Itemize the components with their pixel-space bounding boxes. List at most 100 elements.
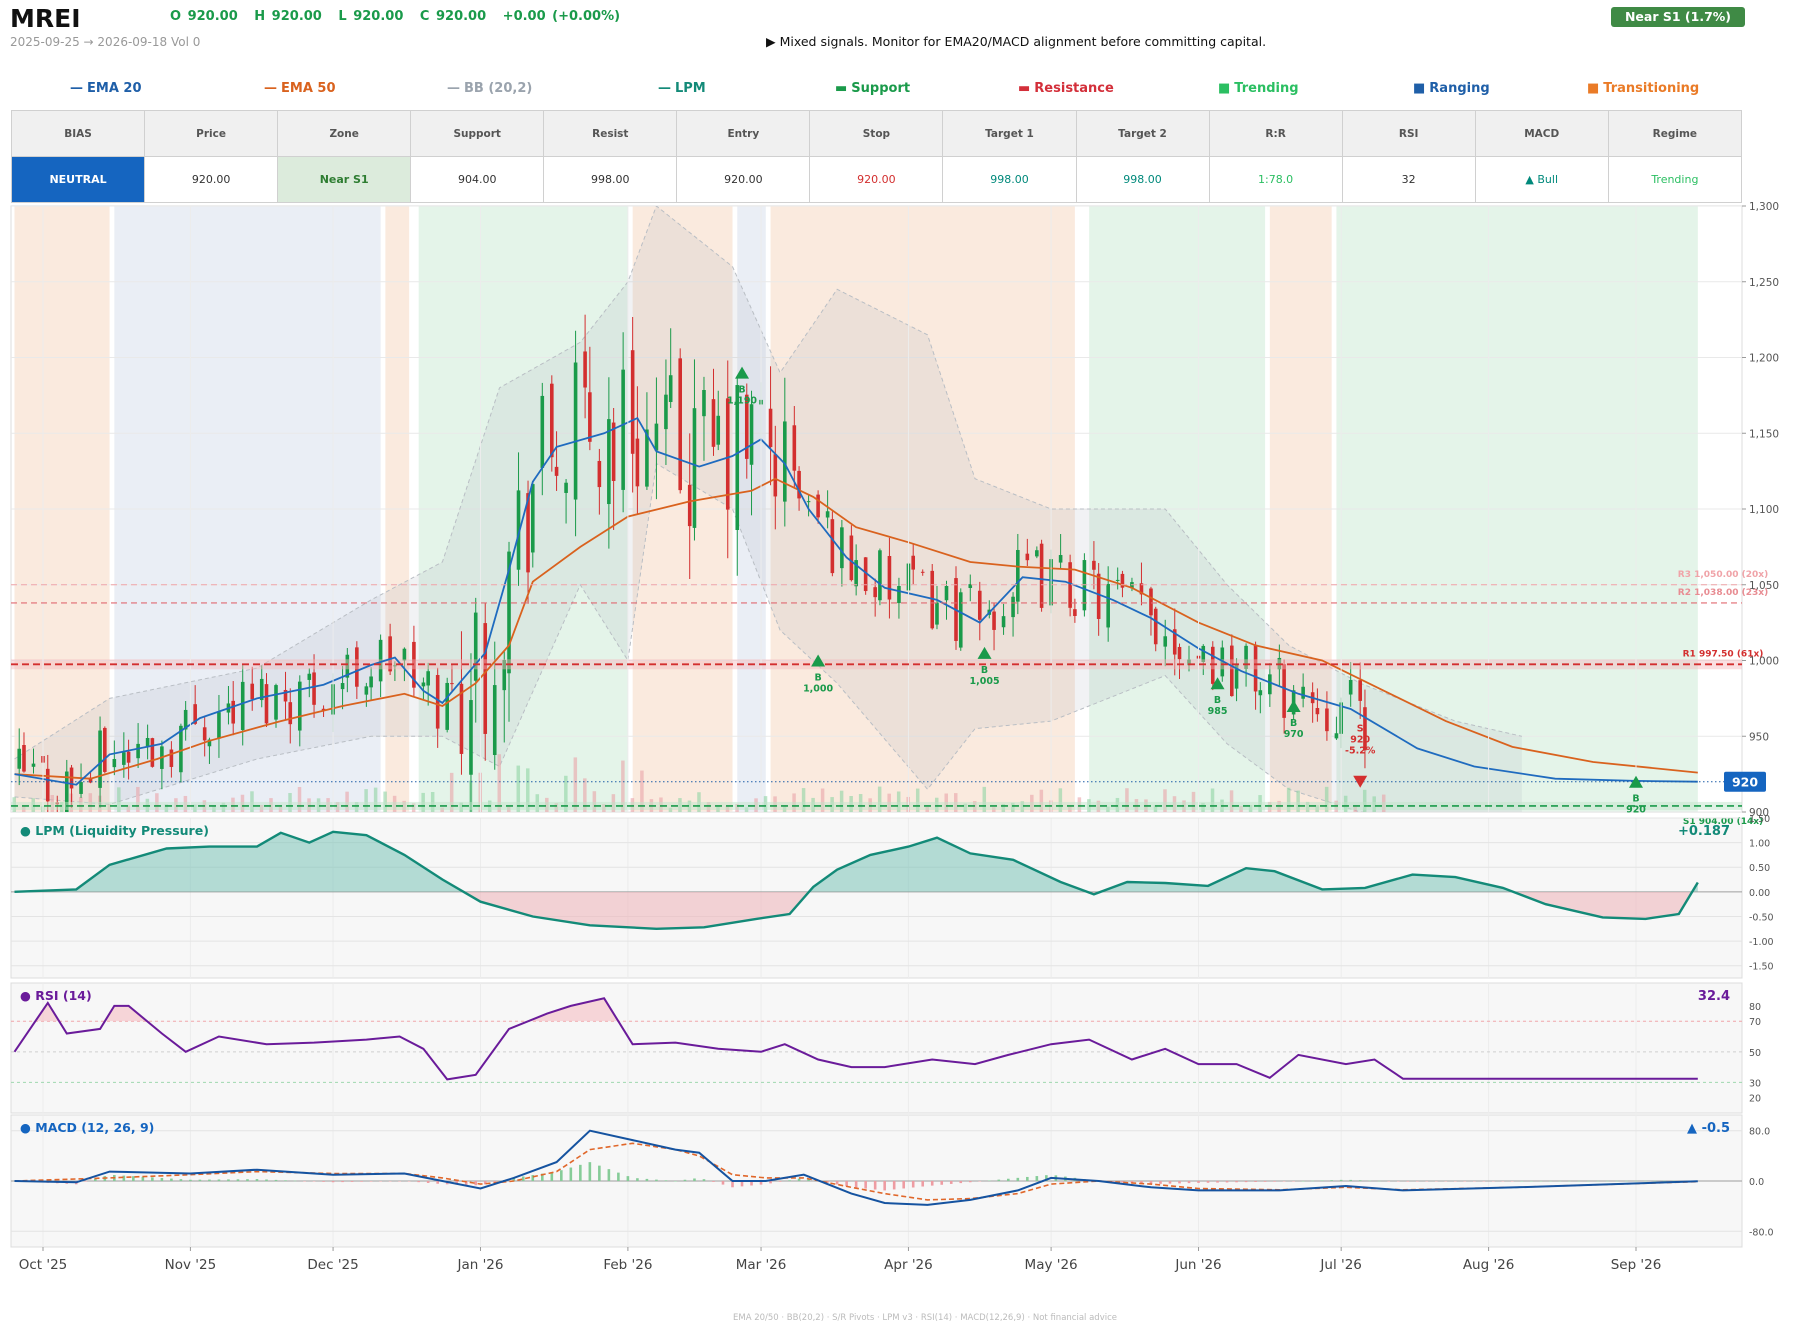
macd-histogram-bar (930, 1181, 934, 1186)
volume-bar (1039, 789, 1044, 812)
volume-bar (896, 791, 901, 812)
macd-histogram-bar (636, 1178, 639, 1181)
table-value-macd: ▲ Bull (1474, 156, 1609, 203)
candle-body (849, 535, 854, 581)
candle-body (202, 727, 207, 741)
panel-value: 32.4 (1698, 989, 1730, 1004)
lpm-tick-label: -1.50 (1749, 962, 1774, 973)
price-tick-label: 1,200 (1749, 353, 1779, 365)
candle-body (583, 351, 587, 388)
candle-body (145, 737, 150, 748)
candle-body (526, 493, 530, 573)
legend-item-lpm[interactable]: — LPM (658, 81, 706, 96)
resistance-zone (11, 659, 1742, 670)
macd-histogram-bar (1615, 1180, 1619, 1182)
legend-item-transitioning[interactable]: ■ Transitioning (1587, 81, 1699, 96)
legend-item-resistance[interactable]: ▬ Resistance (1018, 81, 1114, 96)
macd-histogram-bar (769, 1181, 772, 1184)
candle-body (1315, 708, 1320, 715)
lpm-tick-label: 1.50 (1749, 814, 1770, 825)
panel-title: ● MACD (12, 26, 9) (20, 1120, 154, 1135)
legend-item-ema-20[interactable]: — EMA 20 (70, 81, 142, 96)
candle-body (1120, 573, 1125, 588)
candle-body (816, 494, 820, 518)
candle-body (364, 686, 369, 695)
candle-body (830, 519, 835, 574)
macd-histogram-bar (731, 1181, 734, 1188)
macd-histogram-bar (303, 1181, 306, 1182)
macd-histogram-bar (569, 1167, 573, 1181)
legend-item-trending[interactable]: ■ Trending (1218, 81, 1299, 96)
time-axis-label: Nov '25 (165, 1257, 217, 1273)
chart-legend: — EMA 20 — EMA 50 — BB (20,2) — LPM ▬ Support ▬ Res… (0, 81, 1750, 101)
candle-body (825, 511, 830, 518)
candle-body (288, 702, 293, 725)
macd-histogram-bar (246, 1179, 249, 1181)
volume-bar (583, 778, 587, 812)
macd-histogram-bar (797, 1178, 801, 1181)
volume-bar (383, 791, 387, 812)
bollinger-lower-line (14, 462, 1367, 812)
candle-body (193, 704, 197, 724)
candle-body (1334, 733, 1339, 739)
candle-body (1325, 708, 1329, 732)
candle-body (588, 392, 592, 442)
candle-body (1106, 583, 1110, 628)
macd-histogram-bar (721, 1181, 725, 1185)
macd-histogram-bar (968, 1181, 972, 1183)
candle-body (355, 647, 359, 687)
volume-bar (1210, 788, 1215, 812)
macd-histogram-bar (807, 1178, 810, 1181)
macd-histogram-bar (1273, 1181, 1276, 1182)
legend-swatch: ■ (1413, 81, 1426, 96)
macd-histogram-bar (341, 1181, 344, 1183)
volume-bar (1229, 790, 1234, 812)
low-value: L 920.00 (338, 9, 404, 24)
candle-body (459, 683, 464, 754)
volume-bar (1058, 788, 1063, 812)
macd-histogram-bar (826, 1181, 829, 1183)
legend-item-support[interactable]: ▬ Support (835, 81, 910, 96)
volume-bar (839, 790, 844, 812)
volume-bar (516, 765, 521, 812)
legend-item-ema-50[interactable]: — EMA 50 (264, 81, 336, 96)
legend-item-bb-20-2[interactable]: — BB (20,2) (447, 81, 532, 96)
legend-item-ranging[interactable]: ■ Ranging (1413, 81, 1490, 96)
macd-histogram-bar (360, 1181, 363, 1182)
macd-histogram-bar (607, 1169, 611, 1181)
candle-body (1363, 707, 1367, 751)
macd-histogram-bar (1377, 1180, 1381, 1182)
buy-signal-marker (1210, 677, 1225, 690)
candle-body (958, 592, 963, 648)
legend-label: LPM (675, 81, 706, 96)
macd-histogram-bar (1282, 1181, 1286, 1182)
macd-histogram-bar (1644, 1180, 1647, 1182)
rsi-tick-label: 20 (1749, 1094, 1761, 1105)
candle-body (183, 709, 188, 730)
macd-histogram-bar (322, 1181, 325, 1182)
macd-histogram-bar (293, 1180, 297, 1182)
lpm-tick-label: 0.00 (1749, 888, 1770, 899)
candle-body (1073, 609, 1077, 616)
candle-body (369, 676, 373, 688)
change-value: +0.00 (+0.00%) (502, 9, 621, 24)
macd-histogram-bar (835, 1181, 839, 1185)
macd-histogram-bar (208, 1179, 211, 1181)
macd-histogram-bar (1149, 1181, 1153, 1185)
candle-body (136, 743, 140, 759)
candle-body (611, 422, 616, 481)
macd-histogram-bar (892, 1181, 896, 1190)
table-header-price: Price (144, 110, 279, 157)
date-range: 2025-09-25 → 2026-09-18 Vol 0 (10, 35, 201, 49)
macd-histogram-bar (1387, 1181, 1391, 1182)
candle-body (692, 408, 697, 528)
legend-label: Trending (1234, 81, 1299, 96)
candle-body (607, 419, 611, 505)
candle-body (725, 398, 730, 510)
macd-histogram-bar (198, 1179, 202, 1181)
macd-histogram-bar (379, 1181, 382, 1182)
candle-body (1035, 550, 1039, 557)
time-axis-label: Oct '25 (19, 1257, 68, 1273)
candle-body (635, 438, 640, 487)
